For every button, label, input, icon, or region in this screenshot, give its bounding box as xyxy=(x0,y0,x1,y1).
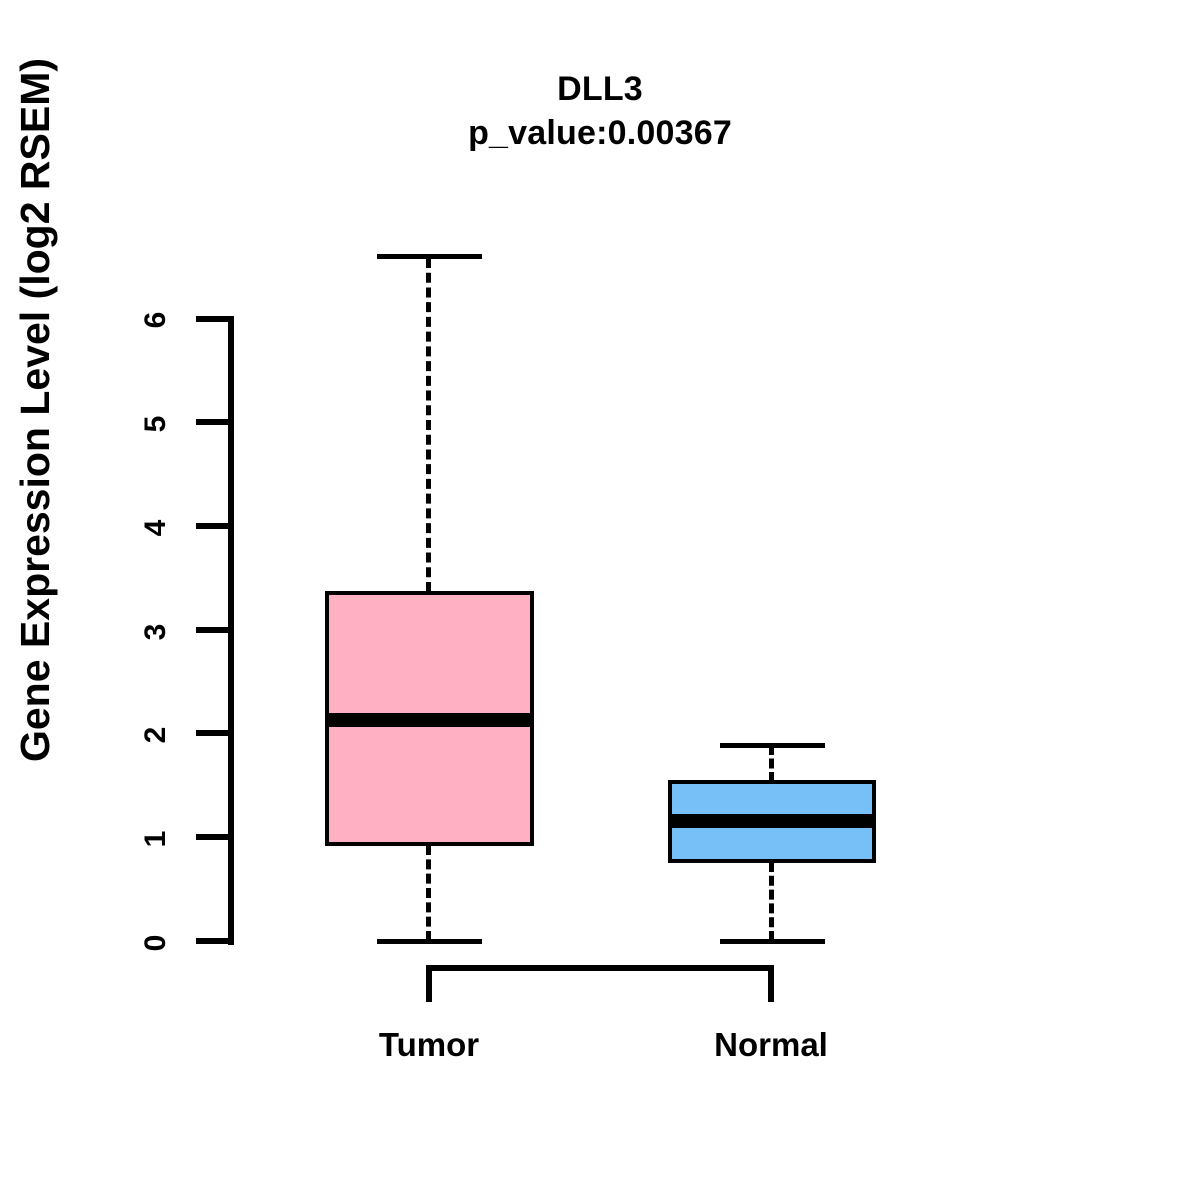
normal-lower-whisker-cap xyxy=(720,939,825,944)
y-axis-tick-1 xyxy=(196,834,234,840)
tumor-upper-whisker-cap xyxy=(377,254,482,259)
normal-median-line xyxy=(668,814,876,828)
x-axis-spine xyxy=(426,965,774,971)
y-tick-label-3: 3 xyxy=(139,623,172,641)
y-axis-tick-3 xyxy=(196,627,234,633)
x-tick-label-tumor: Tumor xyxy=(378,1026,480,1063)
y-axis-tick-5 xyxy=(196,419,234,425)
y-tick-label-0: 0 xyxy=(139,934,172,952)
x-axis-tick-normal xyxy=(768,965,774,1002)
y-tick-label-6: 6 xyxy=(139,311,172,329)
normal-upper-whisker-cap xyxy=(720,743,825,748)
y-tick-label-1: 1 xyxy=(139,830,172,848)
normal-lower-whisker xyxy=(769,862,774,941)
y-axis-tick-4 xyxy=(196,523,234,529)
normal-upper-whisker xyxy=(769,745,774,782)
chart-title-block: DLL3 p_value:0.00367 xyxy=(0,68,1200,155)
y-axis-tick-6 xyxy=(196,316,234,322)
tumor-lower-whisker xyxy=(426,845,431,941)
x-axis-tick-tumor xyxy=(426,965,432,1002)
y-axis-tick-0 xyxy=(196,938,234,944)
tumor-lower-whisker-cap xyxy=(377,939,482,944)
y-axis-title: Gene Expression Level (log2 RSEM) xyxy=(12,57,58,763)
tumor-median-line xyxy=(325,713,534,727)
chart-subtitle: p_value:0.00367 xyxy=(468,113,732,152)
y-tick-label-4: 4 xyxy=(139,519,172,537)
y-tick-label-2: 2 xyxy=(139,726,172,744)
chart-title: DLL3 xyxy=(557,70,643,108)
x-tick-label-normal: Normal xyxy=(714,1026,828,1063)
tumor-upper-whisker xyxy=(426,258,431,592)
y-axis-tick-2 xyxy=(196,730,234,736)
y-tick-label-5: 5 xyxy=(139,415,172,433)
